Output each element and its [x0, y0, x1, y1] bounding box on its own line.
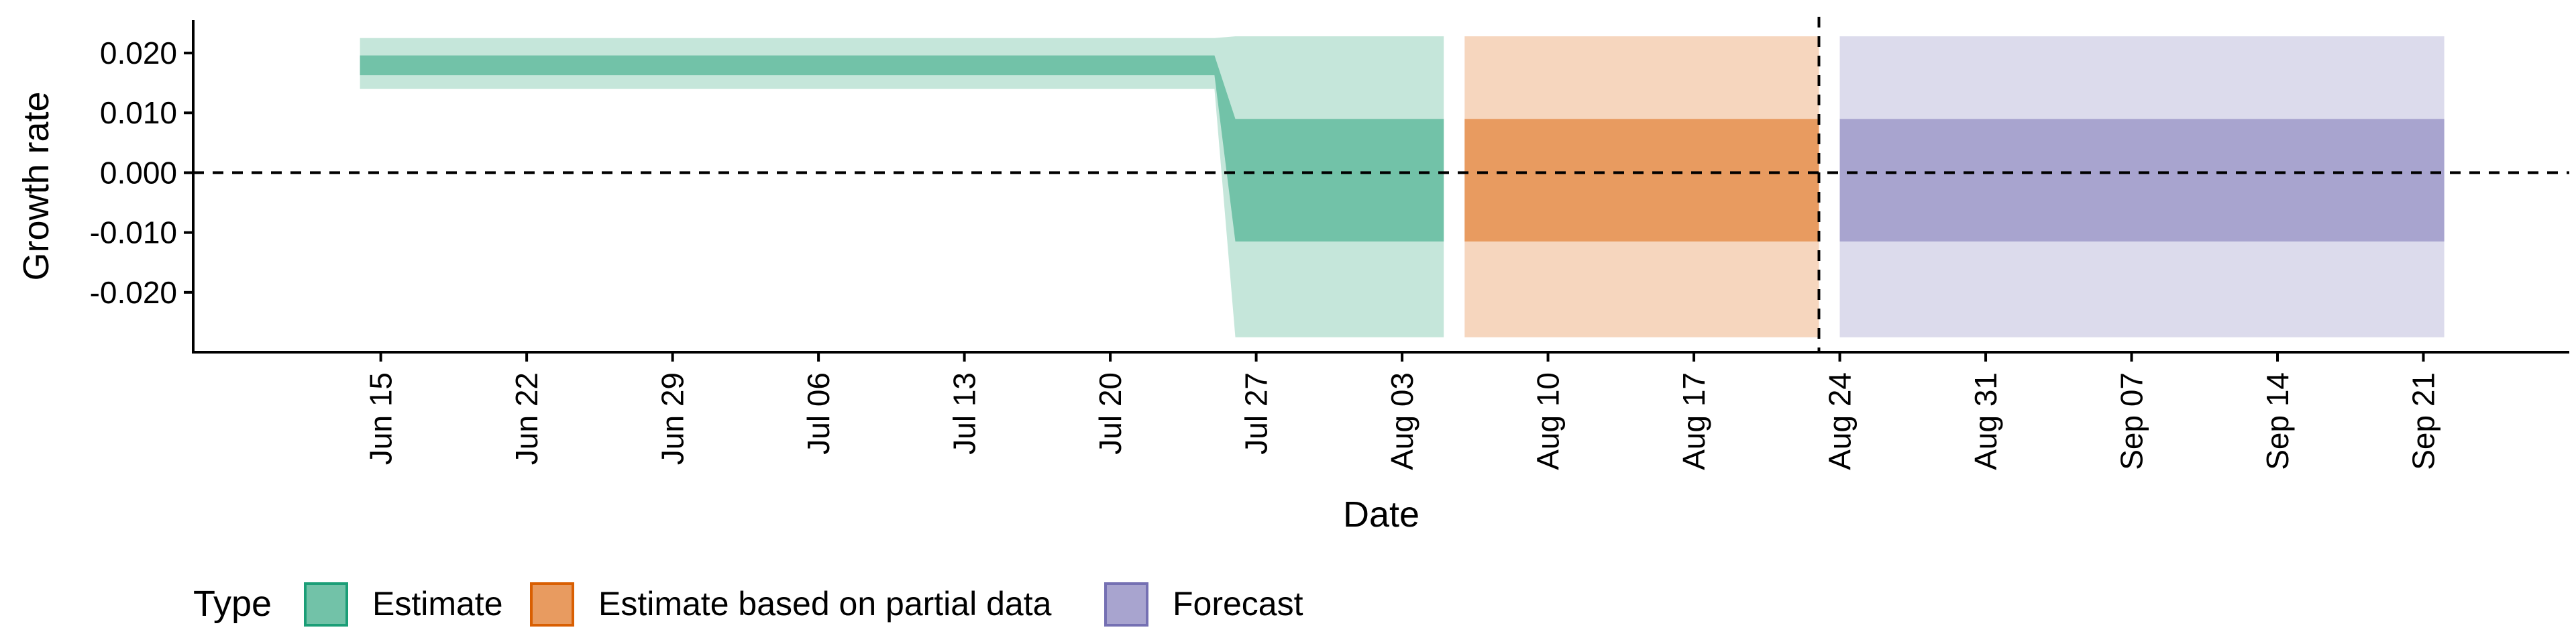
x-tick-label: Jul 27 [1239, 372, 1274, 455]
legend-label: Estimate based on partial data [598, 585, 1052, 623]
legend-title: Type [193, 584, 272, 624]
x-tick-label: Aug 31 [1968, 372, 2003, 470]
series-estimate-based-on-partial-data [1464, 36, 1819, 337]
x-tick-label: Aug 10 [1531, 372, 1566, 470]
y-tick-label: 0.020 [100, 36, 177, 70]
axes-layer: 0.020 0.010 0.000 -0.010 -0.020 Jun 15 Jun 22 J… [90, 20, 2569, 470]
x-axis-title: Date [1343, 494, 1419, 535]
x-tick-label: Jul 13 [947, 372, 982, 455]
inner-band [1839, 119, 2445, 241]
x-tick-label: Jun 22 [509, 372, 544, 465]
legend-swatch [1104, 582, 1148, 627]
series-estimate [360, 36, 1444, 337]
legend-item-forecast: Forecast [1104, 582, 1303, 627]
x-tick-label: Sep 07 [2114, 372, 2149, 470]
x-tick-label: Jul 20 [1093, 372, 1128, 455]
legend: Type Estimate Estimate based on partial d… [193, 582, 1303, 627]
y-tick-label: -0.010 [90, 215, 177, 250]
x-tick-label: Sep 21 [2406, 372, 2441, 470]
x-tick-label: Aug 03 [1385, 372, 1419, 470]
bands-layer [360, 36, 2445, 337]
inner-band [1464, 119, 1819, 241]
legend-item-estimate-based-on-partial-data: Estimate based on partial data [530, 582, 1052, 627]
reference-lines [193, 17, 2569, 352]
legend-label: Forecast [1173, 585, 1303, 623]
x-tick-label: Jul 06 [801, 372, 836, 455]
y-axis-title: Growth rate [16, 91, 56, 280]
legend-item-estimate: Estimate [304, 582, 503, 627]
legend-label: Estimate [372, 585, 503, 623]
y-tick-label: 0.010 [100, 95, 177, 130]
x-tick-label: Aug 24 [1823, 372, 1858, 470]
y-tick-label: 0.000 [100, 155, 177, 190]
inner-band [360, 55, 1444, 241]
x-tick-label: Jun 29 [655, 372, 690, 465]
x-tick-label: Sep 14 [2260, 372, 2295, 470]
y-tick-label: -0.020 [90, 275, 177, 310]
legend-swatch [530, 582, 574, 627]
legend-swatch [304, 582, 348, 627]
series-forecast [1839, 36, 2445, 337]
x-tick-label: Jun 15 [364, 372, 398, 465]
x-tick-label: Aug 17 [1676, 372, 1711, 470]
